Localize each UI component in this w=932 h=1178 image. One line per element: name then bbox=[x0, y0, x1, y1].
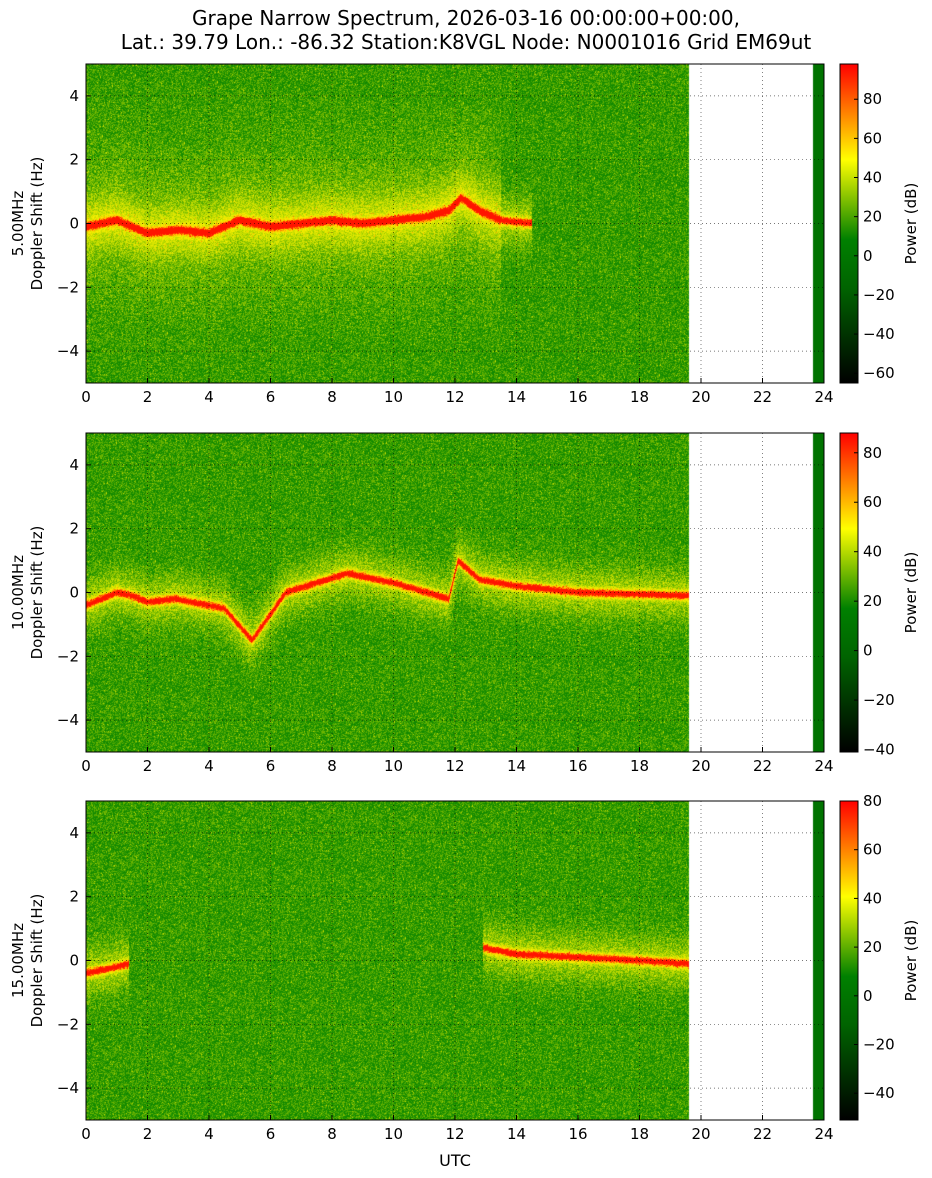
x-tick-label: 6 bbox=[266, 388, 276, 406]
x-tick-label: 22 bbox=[753, 388, 772, 406]
colorbar-tick-label: 80 bbox=[863, 444, 882, 462]
y-tick-label: −4 bbox=[57, 711, 79, 729]
x-tick-label: 20 bbox=[691, 757, 710, 775]
y-tick-label: 4 bbox=[69, 824, 79, 842]
colorbar-tick-label: 0 bbox=[863, 987, 873, 1005]
x-tick-label: 4 bbox=[204, 1125, 214, 1143]
x-tick-label: 24 bbox=[814, 1125, 833, 1143]
x-tick-label: 16 bbox=[568, 1125, 587, 1143]
colorbar-tick-label: −20 bbox=[863, 286, 895, 304]
colorbar-label: Power (dB) bbox=[902, 183, 920, 265]
x-tick-label: 10 bbox=[384, 757, 403, 775]
x-tick-label: 14 bbox=[507, 757, 526, 775]
x-tick-label: 6 bbox=[266, 1125, 276, 1143]
y-tick-label: 2 bbox=[69, 151, 79, 169]
y-tick-label: 4 bbox=[69, 456, 79, 474]
colorbar-tick-label: 60 bbox=[863, 129, 882, 147]
y-tick-label: −4 bbox=[57, 1079, 79, 1097]
x-tick-label: 0 bbox=[81, 757, 91, 775]
colorbar-tick-label: 60 bbox=[863, 493, 882, 511]
x-tick-label: 22 bbox=[753, 757, 772, 775]
y-axis-label: Doppler Shift (Hz) bbox=[28, 526, 46, 660]
y-tick-label: 0 bbox=[69, 584, 79, 602]
y-tick-label: −2 bbox=[57, 647, 79, 665]
x-tick-label: 10 bbox=[384, 388, 403, 406]
y-tick-label: −2 bbox=[57, 1015, 79, 1033]
colorbar-tick-label: 80 bbox=[863, 792, 882, 810]
x-tick-label: 6 bbox=[266, 757, 276, 775]
y-axis-label: Doppler Shift (Hz) bbox=[28, 157, 46, 291]
x-tick-label: 2 bbox=[143, 757, 153, 775]
x-axis-label: UTC bbox=[439, 1151, 471, 1170]
colorbar bbox=[839, 63, 859, 384]
x-tick-label: 8 bbox=[327, 757, 337, 775]
x-tick-label: 24 bbox=[814, 757, 833, 775]
x-tick-label: 18 bbox=[630, 388, 649, 406]
colorbar-tick-label: 40 bbox=[863, 543, 882, 561]
y-tick-label: 0 bbox=[69, 215, 79, 233]
x-tick-label: 12 bbox=[445, 1125, 464, 1143]
y-tick-label: −2 bbox=[57, 278, 79, 296]
x-tick-label: 2 bbox=[143, 1125, 153, 1143]
colorbar-tick-label: 40 bbox=[863, 169, 882, 187]
colorbar-tick-label: 60 bbox=[863, 841, 882, 859]
x-tick-label: 18 bbox=[630, 757, 649, 775]
y-tick-label: 2 bbox=[69, 888, 79, 906]
x-tick-label: 2 bbox=[143, 388, 153, 406]
x-tick-label: 0 bbox=[81, 1125, 91, 1143]
x-tick-label: 4 bbox=[204, 388, 214, 406]
x-tick-label: 12 bbox=[445, 757, 464, 775]
x-tick-label: 18 bbox=[630, 1125, 649, 1143]
y-axis-label-freq: 5.00MHz bbox=[9, 191, 27, 257]
y-tick-label: 2 bbox=[69, 520, 79, 538]
y-tick-label: 4 bbox=[69, 87, 79, 105]
y-axis-label-freq: 15.00MHz bbox=[9, 923, 27, 998]
x-tick-label: 16 bbox=[568, 757, 587, 775]
colorbar-tick-label: −60 bbox=[863, 364, 895, 382]
x-tick-label: 8 bbox=[327, 1125, 337, 1143]
x-tick-label: 10 bbox=[384, 1125, 403, 1143]
colorbar-tick-label: −40 bbox=[863, 741, 895, 759]
colorbar-label: Power (dB) bbox=[902, 920, 920, 1002]
colorbar-tick-label: 20 bbox=[863, 208, 882, 226]
x-tick-label: 16 bbox=[568, 388, 587, 406]
y-axis-label: Doppler Shift (Hz) bbox=[28, 894, 46, 1028]
y-tick-label: 0 bbox=[69, 952, 79, 970]
y-tick-label: −4 bbox=[57, 342, 79, 360]
x-tick-label: 24 bbox=[814, 388, 833, 406]
figure-title-line-1: Grape Narrow Spectrum, 2026-03-16 00:00:… bbox=[192, 6, 740, 30]
colorbar bbox=[839, 432, 859, 753]
x-tick-label: 20 bbox=[691, 388, 710, 406]
colorbar-tick-label: 20 bbox=[863, 592, 882, 610]
colorbar-tick-label: −20 bbox=[863, 691, 895, 709]
y-axis-label-freq: 10.00MHz bbox=[9, 555, 27, 630]
colorbar-tick-label: 40 bbox=[863, 889, 882, 907]
colorbar-tick-label: 80 bbox=[863, 90, 882, 108]
colorbar-tick-label: −40 bbox=[863, 325, 895, 343]
x-tick-label: 14 bbox=[507, 388, 526, 406]
x-tick-label: 20 bbox=[691, 1125, 710, 1143]
x-tick-label: 22 bbox=[753, 1125, 772, 1143]
x-tick-label: 4 bbox=[204, 757, 214, 775]
colorbar-tick-label: 0 bbox=[863, 247, 873, 265]
colorbar-tick-label: −40 bbox=[863, 1084, 895, 1102]
colorbar-tick-label: 0 bbox=[863, 642, 873, 660]
x-tick-label: 0 bbox=[81, 388, 91, 406]
x-tick-label: 14 bbox=[507, 1125, 526, 1143]
figure-title-line-2: Lat.: 39.79 Lon.: -86.32 Station:K8VGL N… bbox=[120, 30, 812, 54]
colorbar-tick-label: −20 bbox=[863, 1036, 895, 1054]
colorbar-label: Power (dB) bbox=[902, 552, 920, 634]
colorbar bbox=[839, 800, 859, 1121]
x-tick-label: 8 bbox=[327, 388, 337, 406]
x-tick-label: 12 bbox=[445, 388, 464, 406]
colorbar-tick-label: 20 bbox=[863, 938, 882, 956]
